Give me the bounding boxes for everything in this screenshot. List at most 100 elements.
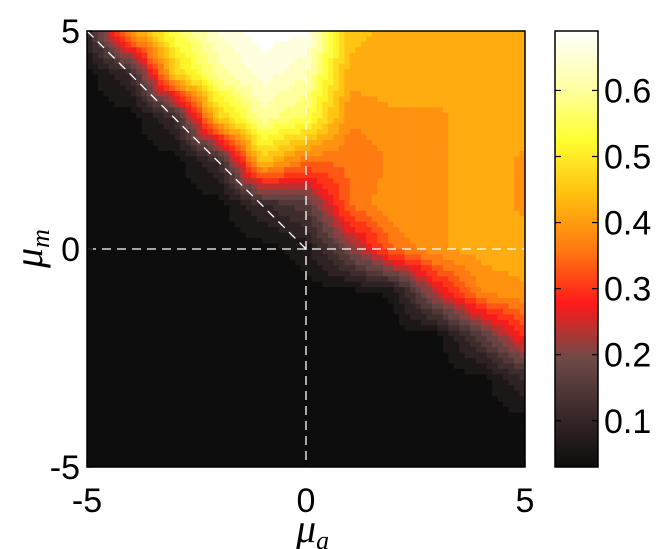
heatmap-cell (497, 238, 504, 245)
heatmap-cell (333, 227, 340, 234)
heatmap-cell (92, 178, 99, 185)
heatmap-cell (114, 112, 121, 119)
heatmap-cell (295, 36, 302, 43)
heatmap-cell (492, 123, 499, 130)
heatmap-cell (497, 358, 504, 365)
heatmap-cell (97, 210, 105, 217)
heatmap-cell (519, 129, 525, 136)
heatmap-cell (306, 118, 313, 125)
heatmap-cell (492, 308, 499, 315)
heatmap-cell (316, 194, 324, 201)
heatmap-cell (158, 107, 165, 114)
heatmap-cell (442, 281, 449, 288)
heatmap-cell (169, 216, 176, 223)
heatmap-cell (273, 232, 280, 239)
heatmap-cell (377, 107, 384, 114)
heatmap-cell (240, 134, 247, 141)
heatmap-cell (316, 118, 324, 125)
heatmap-cell (130, 145, 137, 152)
heatmap-cell (169, 161, 176, 168)
heatmap-cell (223, 107, 230, 114)
heatmap-cell (103, 58, 110, 65)
heatmap-cell (448, 352, 455, 359)
heatmap-cell (442, 140, 449, 147)
heatmap-cell (196, 303, 203, 310)
heatmap-cell (442, 276, 449, 283)
heatmap-cell (196, 134, 203, 141)
heatmap-cell (508, 199, 515, 206)
heatmap-cell (415, 85, 422, 92)
heatmap-cell (514, 205, 521, 212)
heatmap-cell (388, 145, 395, 152)
heatmap-cell (245, 330, 252, 337)
heatmap-cell (399, 36, 406, 43)
heatmap-cell (519, 140, 525, 147)
heatmap-cell (497, 172, 504, 179)
heatmap-cell (163, 336, 170, 343)
heatmap-cell (201, 314, 209, 321)
heatmap-cell (475, 325, 482, 332)
heatmap-cell (486, 347, 493, 354)
heatmap-cell (174, 167, 181, 174)
heatmap-cell (355, 134, 362, 141)
heatmap-cell (503, 145, 510, 152)
heatmap-cell (174, 112, 181, 119)
heatmap-cell (108, 74, 115, 81)
heatmap-cell (481, 58, 488, 65)
heatmap-cell (295, 292, 302, 299)
heatmap-cell (349, 254, 356, 261)
heatmap-cell (196, 265, 203, 272)
heatmap-cell (437, 270, 444, 277)
heatmap-cell (147, 238, 154, 245)
heatmap-cell (119, 281, 126, 288)
heatmap-cell (152, 358, 159, 365)
heatmap-cell (470, 303, 477, 310)
heatmap-cell (470, 47, 477, 54)
heatmap-cell (147, 325, 154, 332)
heatmap-cell (393, 96, 400, 103)
heatmap-cell (125, 36, 132, 43)
heatmap-cell (464, 31, 471, 38)
heatmap-cell (251, 308, 258, 315)
heatmap-cell (163, 298, 170, 305)
heatmap-cell (344, 118, 351, 125)
heatmap-cell (229, 270, 236, 277)
heatmap-cell (464, 194, 471, 201)
heatmap-cell (251, 107, 258, 114)
heatmap-cell (377, 319, 384, 326)
heatmap-cell (437, 287, 444, 294)
heatmap-cell (322, 58, 329, 65)
heatmap-cell (256, 69, 263, 76)
heatmap-cell (404, 52, 411, 59)
heatmap-cell (382, 308, 389, 315)
heatmap-cell (125, 150, 132, 157)
heatmap-cell (410, 47, 417, 54)
heatmap-cell (316, 358, 324, 365)
heatmap-cell (223, 140, 230, 147)
heatmap-cell (108, 281, 115, 288)
heatmap-cell (366, 265, 373, 272)
heatmap-cell (92, 281, 99, 288)
heatmap-cell (267, 341, 274, 348)
heatmap-cell (273, 358, 280, 365)
heatmap-cell (218, 281, 225, 288)
heatmap-cell (481, 358, 488, 365)
heatmap-cell (152, 205, 159, 212)
heatmap-cell (355, 112, 362, 119)
heatmap-cell (136, 205, 143, 212)
heatmap-cell (87, 112, 94, 119)
heatmap-cell (371, 74, 378, 81)
heatmap-cell (147, 41, 154, 48)
heatmap-cell (410, 107, 417, 114)
heatmap-cell (464, 249, 471, 256)
heatmap-cell (191, 314, 198, 321)
heatmap-cell (355, 58, 362, 65)
heatmap-cell (475, 303, 482, 310)
heatmap-cell (185, 358, 192, 365)
heatmap-cell (382, 259, 389, 266)
heatmap-cell (322, 341, 329, 348)
heatmap-cell (92, 161, 99, 168)
heatmap-cell (273, 58, 280, 65)
heatmap-cell (289, 249, 296, 256)
heatmap-cell (169, 221, 176, 228)
